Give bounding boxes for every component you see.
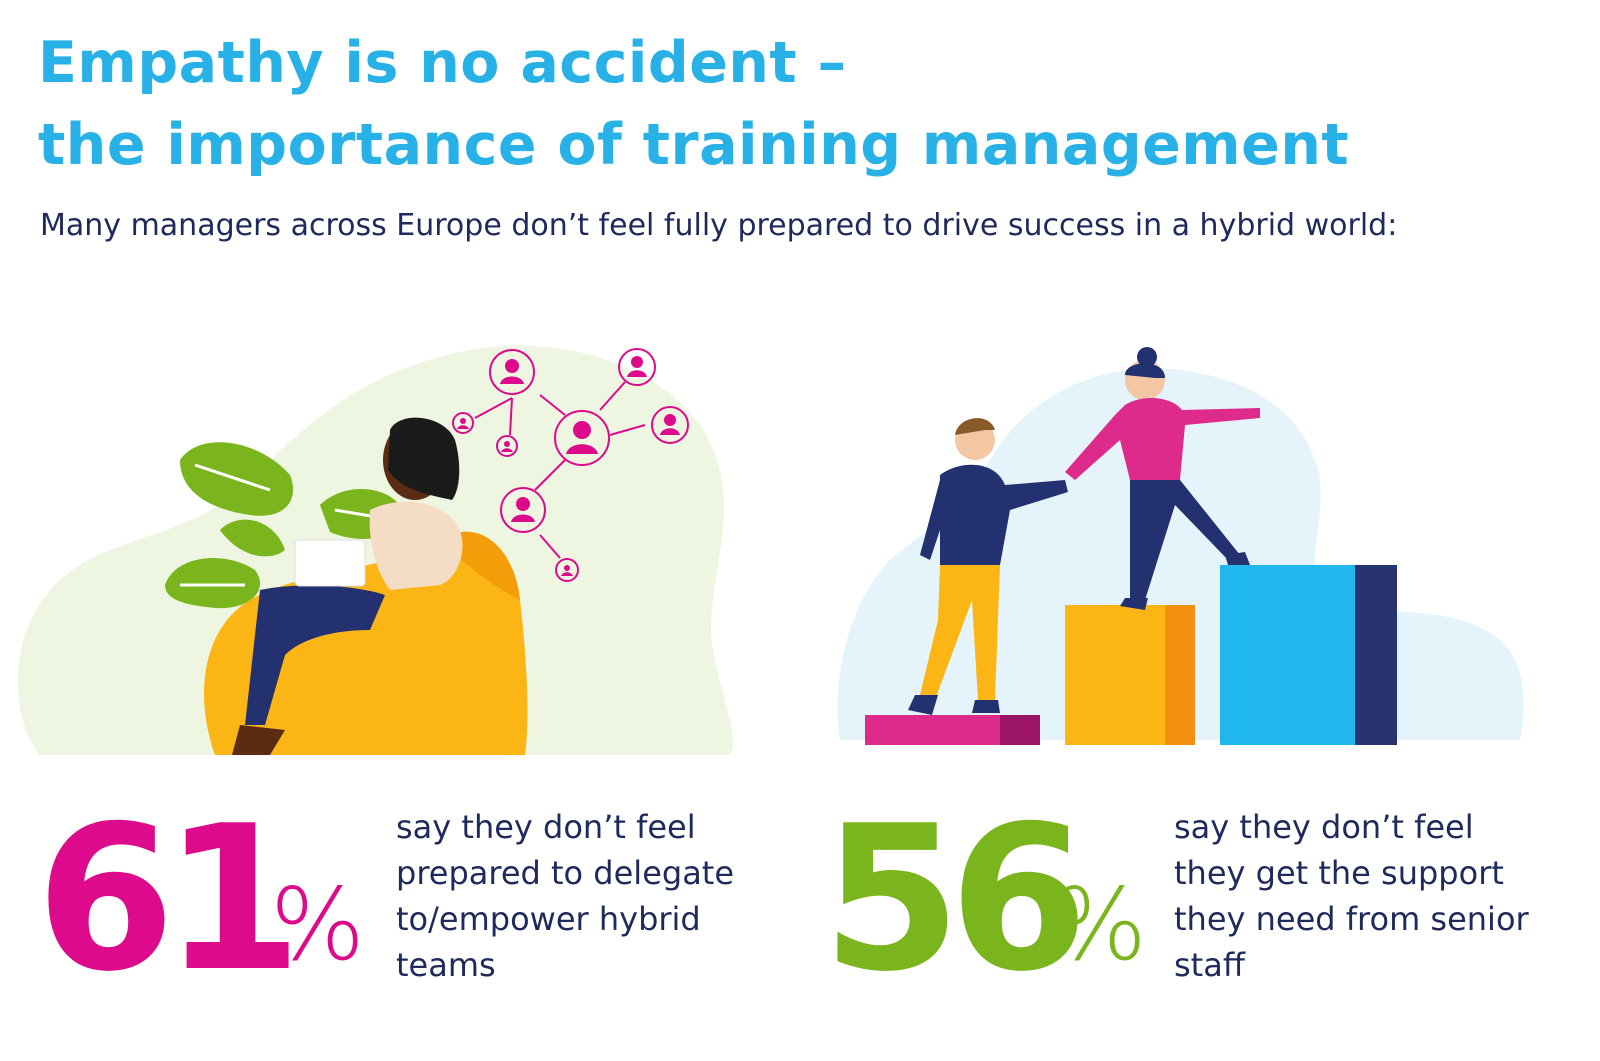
network-icons — [452, 348, 689, 582]
stat-percent-sign-1: % — [270, 866, 366, 983]
helping-hand-steps-icon — [837, 347, 1524, 745]
stat-description-line: they get the support — [1174, 854, 1504, 892]
step-medium — [1065, 605, 1170, 745]
stat-description-1: say they don’t feel prepared to delegate… — [396, 804, 734, 988]
stat-description-line: they need from senior — [1174, 900, 1529, 938]
title-line-1: Empathy is no accident – — [38, 30, 847, 96]
stat-percent-sign-2: % — [1052, 866, 1148, 983]
woman-figure — [232, 417, 463, 755]
stat-number-2: 56 — [822, 783, 1088, 1016]
woman-laptop-network-icon — [17, 345, 734, 755]
stat-number-1: 61 — [36, 783, 302, 1016]
step-large — [1220, 565, 1360, 745]
page-title: Empathy is no accident – the importance … — [38, 22, 1349, 186]
stat-description-line: to/empower hybrid — [396, 900, 701, 938]
stat-description-line: say they don’t feel — [396, 808, 696, 846]
stat-description-line: staff — [1174, 946, 1245, 984]
woman-figure — [1065, 347, 1260, 610]
stat-description-2: say they don’t feel they get the support… — [1174, 804, 1529, 988]
step-small — [865, 715, 1025, 745]
subtitle: Many managers across Europe don’t feel f… — [40, 208, 1398, 243]
stat-description-line: prepared to delegate — [396, 854, 735, 892]
stat-description-line: say they don’t feel — [1174, 808, 1474, 846]
stat-description-line: teams — [396, 946, 496, 984]
man-figure — [908, 418, 1068, 715]
title-line-2: the importance of training management — [38, 112, 1350, 178]
